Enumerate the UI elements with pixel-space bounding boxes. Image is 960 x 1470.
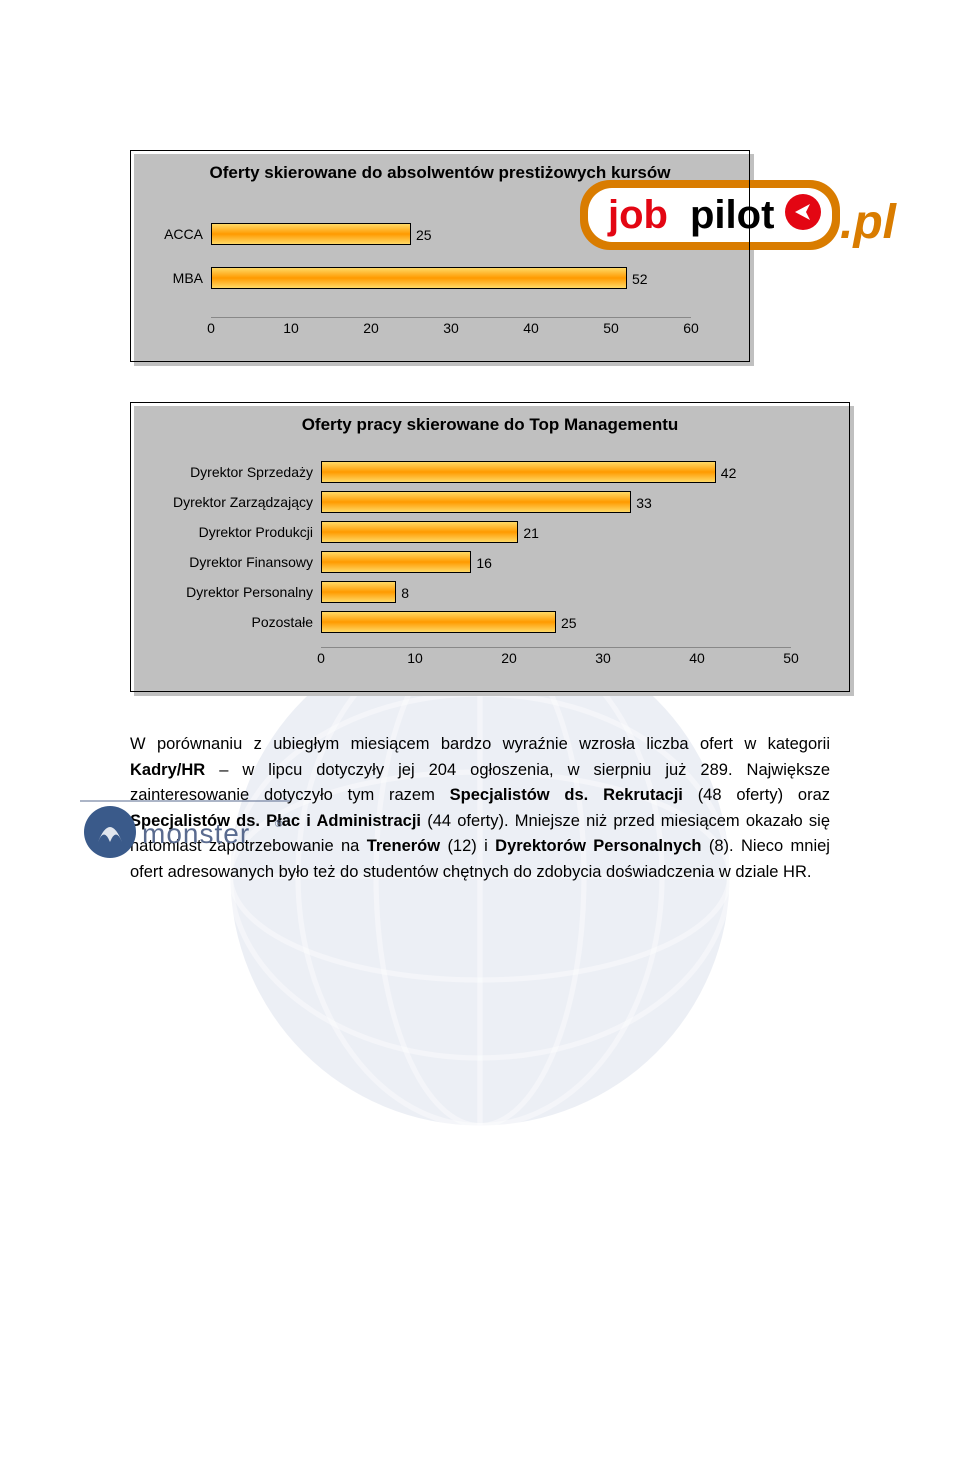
x-axis-tick: 10 (407, 650, 423, 666)
x-axis-tick: 0 (207, 320, 215, 336)
chart-bar: 42 (321, 461, 716, 483)
chart2-container: Oferty pracy skierowane do Top Managemen… (130, 402, 850, 692)
chart-bar: 8 (321, 581, 396, 603)
para-bold: Trenerów (367, 837, 440, 855)
bar-value-label: 25 (555, 612, 577, 634)
chart2-title: Oferty pracy skierowane do Top Managemen… (131, 403, 849, 443)
bar-value-label: 52 (626, 268, 648, 290)
chart1-title: Oferty skierowane do absolwentów prestiż… (131, 151, 749, 191)
x-axis-tick: 30 (595, 650, 611, 666)
para-text: (12) i (447, 837, 495, 855)
x-axis-tick: 40 (689, 650, 705, 666)
x-axis-tick: 30 (443, 320, 459, 336)
para-text: (48 oferty) oraz (698, 786, 830, 804)
category-label: MBA (141, 270, 211, 286)
category-label: Pozostałe (141, 614, 321, 630)
x-axis-tick: 20 (501, 650, 517, 666)
para-bold: Kadry/HR (130, 761, 205, 779)
category-label: ACCA (141, 226, 211, 242)
x-axis-tick: 0 (317, 650, 325, 666)
chart-bar: 21 (321, 521, 518, 543)
x-axis-tick: 40 (523, 320, 539, 336)
category-label: Dyrektor Zarządzający (141, 494, 321, 510)
x-axis-tick: 50 (603, 320, 619, 336)
svg-text:monster: monster (142, 818, 250, 849)
bar-value-label: 33 (630, 492, 652, 514)
para-text: W porównaniu z ubiegłym miesiącem bardzo… (130, 735, 830, 753)
bar-value-label: 16 (470, 552, 492, 574)
category-label: Dyrektor Personalny (141, 584, 321, 600)
x-axis-tick: 50 (783, 650, 799, 666)
chart-bar: 52 (211, 267, 627, 289)
chart-bar: 25 (321, 611, 556, 633)
svg-text:.pl: .pl (840, 196, 898, 249)
chart1-container: Oferty skierowane do absolwentów prestiż… (130, 150, 750, 362)
para-bold: Specjalistów ds. Rekrutacji (450, 786, 683, 804)
bar-value-label: 25 (410, 224, 432, 246)
x-axis-tick: 20 (363, 320, 379, 336)
category-label: Dyrektor Finansowy (141, 554, 321, 570)
chart-bar: 25 (211, 223, 411, 245)
svg-text:®: ® (275, 819, 283, 830)
category-label: Dyrektor Sprzedaży (141, 464, 321, 480)
bar-value-label: 8 (395, 582, 409, 604)
x-axis-tick: 60 (683, 320, 699, 336)
x-axis-tick: 10 (283, 320, 299, 336)
bar-value-label: 42 (715, 462, 737, 484)
category-label: Dyrektor Produkcji (141, 524, 321, 540)
chart-bar: 16 (321, 551, 471, 573)
chart-bar: 33 (321, 491, 631, 513)
monster-logo: monster ® (80, 797, 290, 867)
para-bold: Dyrektorów Personalnych (495, 837, 701, 855)
bar-value-label: 21 (517, 522, 539, 544)
